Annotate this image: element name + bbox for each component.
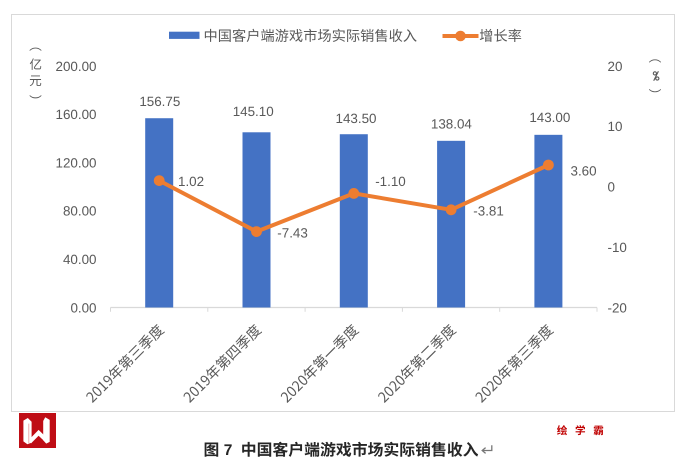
svg-text:143.50: 143.50 bbox=[336, 111, 377, 126]
svg-text:143.00: 143.00 bbox=[529, 110, 570, 125]
svg-text:0.00: 0.00 bbox=[70, 300, 96, 315]
svg-text:145.10: 145.10 bbox=[233, 104, 274, 119]
svg-text:20: 20 bbox=[608, 59, 623, 74]
svg-text:-3.81: -3.81 bbox=[473, 203, 504, 218]
svg-text:1.02: 1.02 bbox=[178, 174, 204, 189]
svg-text:40.00: 40.00 bbox=[63, 252, 97, 267]
svg-text:-7.43: -7.43 bbox=[277, 225, 308, 240]
svg-text:120.00: 120.00 bbox=[56, 155, 97, 170]
svg-text:200.00: 200.00 bbox=[56, 59, 97, 74]
svg-text:10: 10 bbox=[608, 119, 623, 134]
svg-text:138.04: 138.04 bbox=[431, 116, 473, 131]
svg-text:-1.10: -1.10 bbox=[375, 174, 406, 189]
svg-text:-10: -10 bbox=[608, 240, 627, 255]
svg-text:80.00: 80.00 bbox=[63, 204, 97, 219]
svg-text:156.75: 156.75 bbox=[139, 94, 180, 109]
svg-text:3.60: 3.60 bbox=[571, 164, 597, 179]
svg-text:7: 7 bbox=[224, 442, 233, 459]
svg-text:160.00: 160.00 bbox=[56, 107, 97, 122]
svg-text:-20: -20 bbox=[608, 300, 627, 315]
svg-text:0: 0 bbox=[608, 180, 615, 195]
